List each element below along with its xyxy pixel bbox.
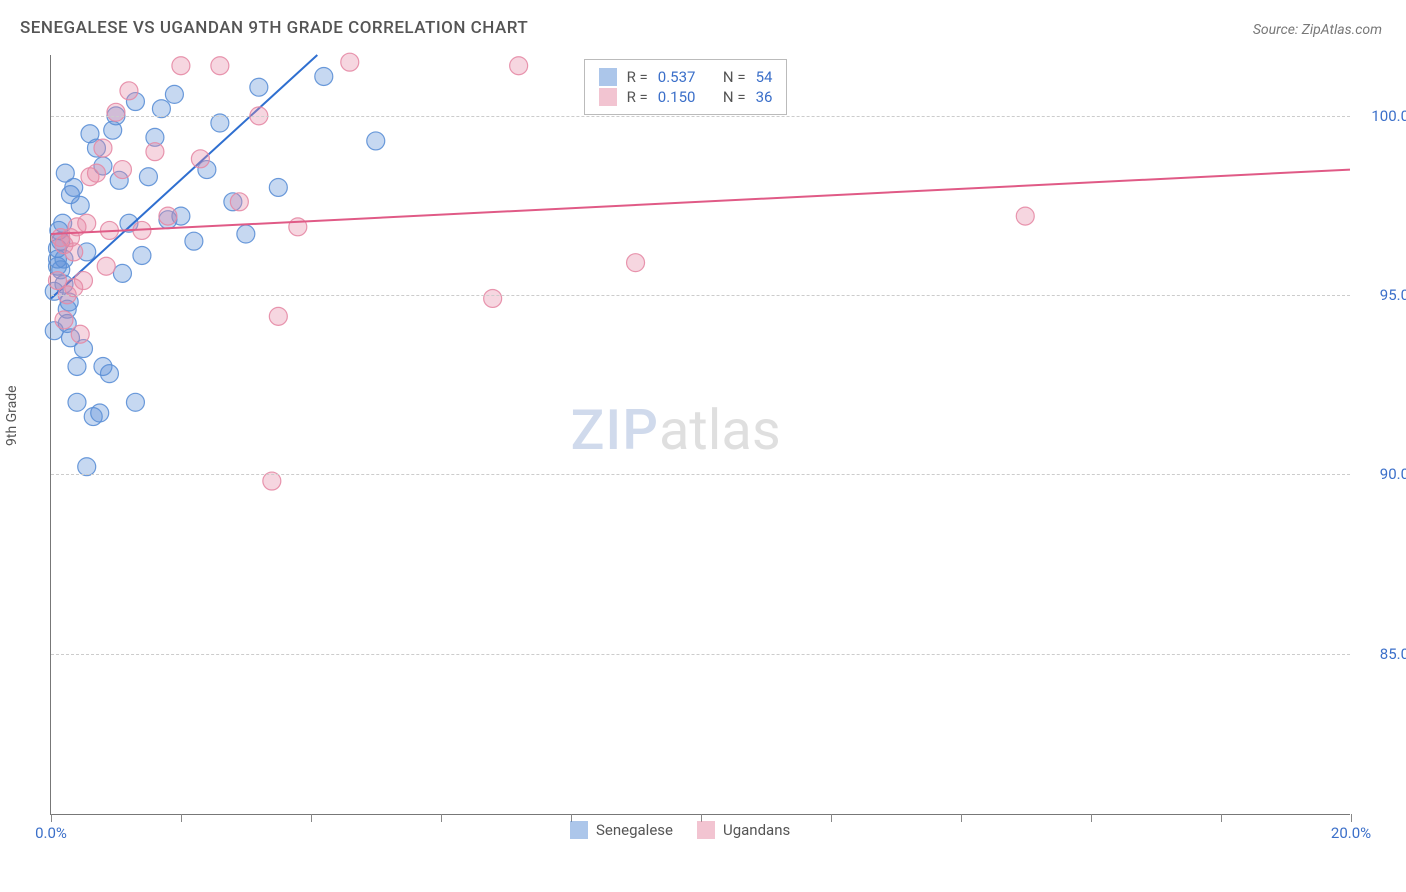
legend-stats: R = 0.537 N = 54 R = 0.150 N = 36 [584, 59, 788, 115]
legend-n-label: N = [723, 88, 746, 106]
legend-swatch [599, 68, 617, 86]
data-point [97, 257, 115, 275]
data-point [367, 132, 385, 150]
data-point [65, 243, 83, 261]
legend-series-name: Senegalese [596, 821, 673, 839]
data-point [211, 57, 229, 75]
legend-n-label: N = [723, 68, 746, 86]
data-point [65, 178, 83, 196]
x-tick [961, 814, 962, 822]
data-point [269, 178, 287, 196]
y-axis-title: 9th Grade [4, 385, 20, 446]
data-point [510, 57, 528, 75]
y-tick-label: 95.0% [1360, 286, 1406, 304]
data-point [165, 85, 183, 103]
y-tick-label: 90.0% [1360, 465, 1406, 483]
gridline-h [51, 474, 1350, 475]
data-point [250, 78, 268, 96]
legend-swatch [570, 821, 588, 839]
data-point [146, 143, 164, 161]
x-tick-label: 0.0% [35, 824, 67, 842]
data-point [113, 264, 131, 282]
data-point [71, 325, 89, 343]
legend-series-name: Ugandans [723, 821, 790, 839]
x-tick [311, 814, 312, 822]
chart-svg [51, 55, 1350, 814]
gridline-h [51, 295, 1350, 296]
legend-swatch [697, 821, 715, 839]
x-tick [831, 814, 832, 822]
data-point [100, 365, 118, 383]
data-point [139, 168, 157, 186]
source-label: Source: ZipAtlas.com [1253, 22, 1382, 38]
y-tick-label: 85.0% [1360, 645, 1406, 663]
legend-n-value: 36 [756, 88, 773, 106]
data-point [107, 103, 125, 121]
legend-series: Senegalese Ugandans [570, 821, 790, 839]
legend-r-value: 0.150 [658, 88, 696, 106]
data-point [172, 57, 190, 75]
y-tick-label: 100.0% [1360, 107, 1406, 125]
x-tick-label: 20.0% [1331, 824, 1371, 842]
legend-stats-row: R = 0.537 N = 54 [599, 68, 773, 86]
data-point [91, 404, 109, 422]
data-point [68, 393, 86, 411]
data-point [55, 311, 73, 329]
legend-r-label: R = [627, 68, 648, 86]
x-tick [181, 814, 182, 822]
data-point [185, 232, 203, 250]
data-point [237, 225, 255, 243]
data-point [341, 53, 359, 71]
data-point [94, 139, 112, 157]
data-point [120, 82, 138, 100]
data-point [113, 161, 131, 179]
data-point [87, 164, 105, 182]
chart-title: SENEGALESE VS UGANDAN 9TH GRADE CORRELAT… [20, 18, 528, 38]
x-tick [1221, 814, 1222, 822]
legend-r-value: 0.537 [658, 68, 696, 86]
x-tick [51, 814, 52, 822]
data-point [78, 458, 96, 476]
data-point [315, 67, 333, 85]
data-point [230, 193, 248, 211]
x-tick [1351, 814, 1352, 822]
data-point [126, 393, 144, 411]
data-point [68, 357, 86, 375]
legend-series-item: Ugandans [697, 821, 790, 839]
gridline-h [51, 654, 1350, 655]
gridline-h [51, 116, 1350, 117]
legend-series-item: Senegalese [570, 821, 673, 839]
legend-swatch [599, 88, 617, 106]
data-point [484, 289, 502, 307]
data-point [78, 214, 96, 232]
x-tick [441, 814, 442, 822]
data-point [74, 272, 92, 290]
data-point [1016, 207, 1034, 225]
legend-n-value: 54 [756, 68, 773, 86]
data-point [269, 307, 287, 325]
data-point [191, 150, 209, 168]
data-point [71, 196, 89, 214]
plot-area: ZIPatlas 85.0%90.0%95.0%100.0%0.0%20.0%R… [50, 55, 1350, 815]
legend-stats-row: R = 0.150 N = 36 [599, 88, 773, 106]
x-tick [1091, 814, 1092, 822]
data-point [627, 254, 645, 272]
data-point [133, 247, 151, 265]
data-point [159, 207, 177, 225]
legend-r-label: R = [627, 88, 648, 106]
